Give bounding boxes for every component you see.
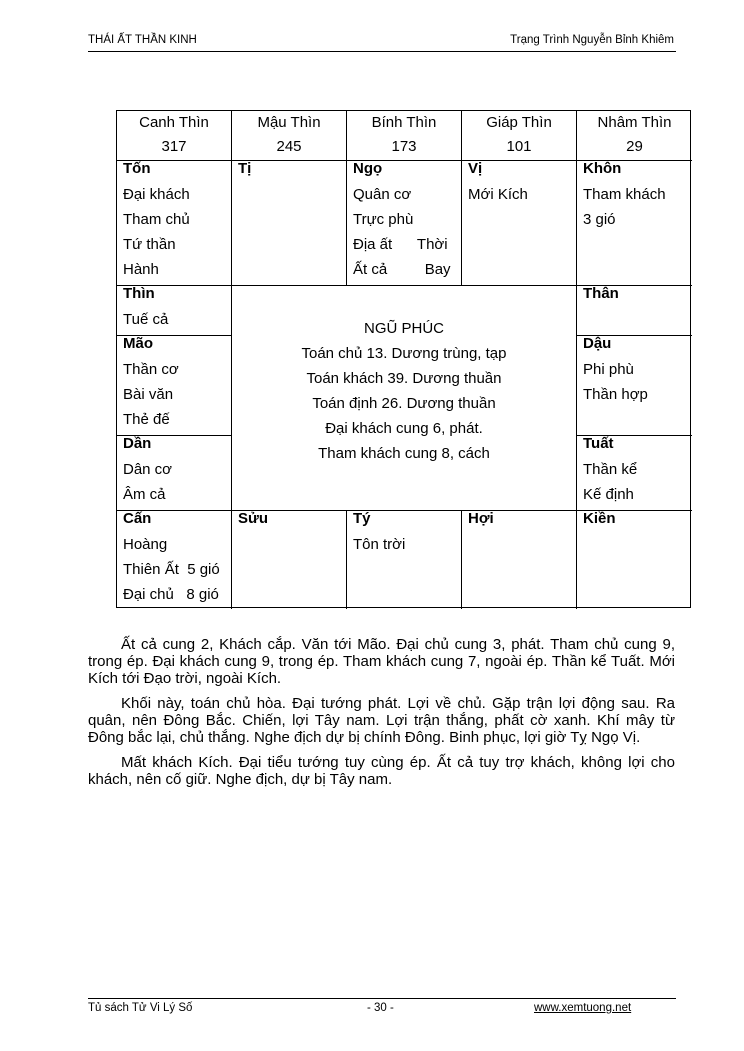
center-summary: NGŨ PHÚC Toán chủ 13. Dương trùng, tạp Toá… [232, 286, 577, 511]
paragraph: Ất cả cung 2, Khách cắp. Văn tới Mão. Đạ… [88, 636, 675, 687]
palace-entry: Tuế cả [123, 311, 169, 328]
column-header: Nhâm Thìn 29 [577, 111, 692, 161]
column-name: Mậu Thìn [257, 114, 321, 131]
column-name: Bính Thìn [371, 114, 437, 131]
palace-entry: Thẻ đế [123, 411, 170, 428]
palace-name: Tuất [583, 436, 614, 452]
palace-entry: Tôn trời [353, 536, 406, 553]
palace-name: Tý [353, 511, 371, 527]
palace-cell: Tốn Đại khách Tham chủ Tứ thần Hành [117, 161, 232, 286]
palace-name: Dần [123, 436, 152, 452]
palace-name: Vị [468, 161, 483, 177]
page-number: - 30 - [367, 1002, 394, 1014]
paragraph: Khối này, toán chủ hòa. Đại tướng phát. … [88, 695, 675, 746]
footer-divider [88, 998, 676, 999]
palace-cell: Vị Mới Kích [462, 161, 577, 286]
palace-entry: Quân cơ [353, 186, 412, 203]
palace-name: Kiền [583, 511, 616, 527]
palace-entry: 3 gió [583, 211, 616, 228]
column-value: 317 [161, 138, 187, 155]
palace-entry: Dân cơ [123, 461, 173, 478]
palace-cell: Tuất Thần kể Kế định [577, 436, 692, 511]
palace-name: Cấn [123, 511, 152, 527]
summary-line: Toán định 26. Dương thuần [312, 395, 496, 412]
palace-name: Dậu [583, 336, 612, 352]
column-value: 101 [506, 138, 532, 155]
chart-table: Canh Thìn 317 Mậu Thìn 245 Bính Thìn 173 Giáp … [116, 110, 692, 609]
palace-cell: Thân [577, 286, 692, 336]
column-name: Nhâm Thìn [597, 114, 672, 131]
palace-cell: Khôn Tham khách 3 gió [577, 161, 692, 286]
palace-entry: Mới Kích [468, 186, 528, 203]
header-divider [88, 51, 676, 52]
footer-series: Tủ sách Tử Vi Lý Số [88, 1002, 193, 1014]
palace-entry: Bài văn [123, 386, 174, 403]
summary-line: Toán chủ 13. Dương trùng, tạp [301, 345, 507, 362]
column-header: Giáp Thìn 101 [462, 111, 577, 161]
column-name: Giáp Thìn [486, 114, 552, 131]
palace-entry: Thần hợp [583, 386, 648, 403]
palace-name: Tị [238, 161, 252, 177]
palace-entry: Hoàng [123, 536, 168, 553]
palace-cell: Ngọ Quân cơ Trực phù Địa ất Thời Ất cả Bay [347, 161, 462, 286]
palace-entry: Tứ thần [123, 236, 176, 253]
palace-name: Sửu [238, 511, 269, 527]
palace-name: Hợi [468, 511, 494, 527]
column-header: Mậu Thìn 245 [232, 111, 347, 161]
header-author: Trạng Trình Nguyễn Bỉnh Khiêm [510, 34, 674, 46]
palace-cell: Cấn Hoàng Thiên Ất 5 gió Đại chủ 8 gió [117, 511, 232, 609]
column-name: Canh Thìn [139, 114, 209, 131]
palace-name: Thân [583, 286, 619, 302]
palace-entry: Tham chủ [123, 211, 190, 228]
palace-name: Tốn [123, 161, 151, 177]
palace-entry: Thần cơ [123, 361, 179, 378]
palace-entry: Phi phù [583, 361, 634, 378]
column-header: Bính Thìn 173 [347, 111, 462, 161]
palace-cell: Kiền [577, 511, 692, 609]
palace-cell: Tị [232, 161, 347, 286]
palace-cell: Dậu Phi phù Thần hợp [577, 336, 692, 436]
palace-entry: Địa ất Thời [353, 236, 448, 253]
summary-line: Toán khách 39. Dương thuần [306, 370, 502, 387]
palace-name: Thìn [123, 286, 155, 302]
palace-entry: Đại khách [123, 186, 190, 203]
palace-name: Ngọ [353, 161, 383, 177]
column-value: 245 [276, 138, 302, 155]
summary-line: Đại khách cung 6, phát. [325, 420, 483, 437]
palace-cell: Hợi [462, 511, 577, 609]
palace-entry: Đại chủ 8 gió [123, 586, 219, 603]
header-title: THÁI ẤT THẦN KINH [88, 34, 197, 46]
column-value: 173 [391, 138, 417, 155]
palace-cell: Thìn Tuế cả [117, 286, 232, 336]
palace-cell: Tý Tôn trời [347, 511, 462, 609]
palace-entry: Âm cả [123, 486, 166, 503]
palace-cell: Sửu [232, 511, 347, 609]
column-value: 29 [626, 138, 643, 155]
palace-entry: Tham khách [583, 186, 666, 203]
palace-entry: Trực phù [353, 211, 414, 228]
summary-line: NGŨ PHÚC [363, 320, 444, 337]
palace-entry: Thiên Ất 5 gió [123, 561, 220, 578]
palace-name: Khôn [583, 161, 622, 177]
palace-entry: Ất cả Bay [353, 261, 451, 278]
palace-cell: Dần Dân cơ Âm cả [117, 436, 232, 511]
column-header: Canh Thìn 317 [117, 111, 232, 161]
website-link[interactable]: www.xemtuong.net [534, 1002, 632, 1014]
palace-entry: Kế định [583, 486, 634, 503]
summary-line: Tham khách cung 8, cách [318, 445, 490, 462]
palace-cell: Mão Thần cơ Bài văn Thẻ đế [117, 336, 232, 436]
palace-name: Mão [123, 336, 153, 352]
paragraph: Mất khách Kích. Đại tiểu tướng tuy cùng … [88, 754, 675, 788]
palace-entry: Thần kể [583, 461, 638, 478]
palace-entry: Hành [123, 261, 159, 278]
